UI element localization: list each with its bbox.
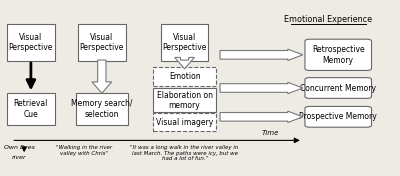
Text: Prospective Memory: Prospective Memory	[299, 112, 377, 121]
FancyBboxPatch shape	[153, 88, 216, 112]
Text: Emotion: Emotion	[169, 72, 200, 81]
FancyBboxPatch shape	[161, 24, 208, 61]
FancyBboxPatch shape	[7, 24, 55, 61]
Text: Retrospective
Memory: Retrospective Memory	[312, 45, 364, 65]
Text: Visual
Perspective: Visual Perspective	[162, 33, 207, 52]
Text: Own Eyes: Own Eyes	[4, 145, 34, 150]
FancyBboxPatch shape	[305, 39, 372, 70]
Polygon shape	[92, 60, 112, 93]
Polygon shape	[220, 49, 303, 61]
FancyBboxPatch shape	[7, 93, 55, 125]
FancyBboxPatch shape	[305, 78, 372, 98]
Text: Retrieval
Cue: Retrieval Cue	[14, 99, 48, 119]
Text: "It was a long walk in the river valley in
last March. The paths were icy, but w: "It was a long walk in the river valley …	[130, 145, 239, 161]
Text: Visual
Perspective: Visual Perspective	[9, 33, 53, 52]
Text: Emotional Experience: Emotional Experience	[284, 15, 372, 24]
Text: Time: Time	[261, 130, 279, 136]
FancyBboxPatch shape	[76, 93, 128, 125]
Text: Memory search/
selection: Memory search/ selection	[71, 99, 132, 119]
FancyBboxPatch shape	[305, 106, 372, 127]
FancyBboxPatch shape	[153, 67, 216, 86]
Polygon shape	[220, 82, 303, 94]
FancyBboxPatch shape	[78, 24, 126, 61]
Text: "Walking in the river
valley with Chris": "Walking in the river valley with Chris"	[56, 145, 112, 156]
Text: river: river	[12, 155, 26, 160]
Polygon shape	[220, 111, 303, 122]
Text: Visual
Perspective: Visual Perspective	[80, 33, 124, 52]
Polygon shape	[175, 57, 194, 69]
FancyBboxPatch shape	[153, 113, 216, 131]
Text: Visual imagery: Visual imagery	[156, 118, 213, 127]
Text: Concurrent Memory: Concurrent Memory	[300, 83, 376, 93]
Text: Elaboration on
memory: Elaboration on memory	[156, 90, 212, 110]
